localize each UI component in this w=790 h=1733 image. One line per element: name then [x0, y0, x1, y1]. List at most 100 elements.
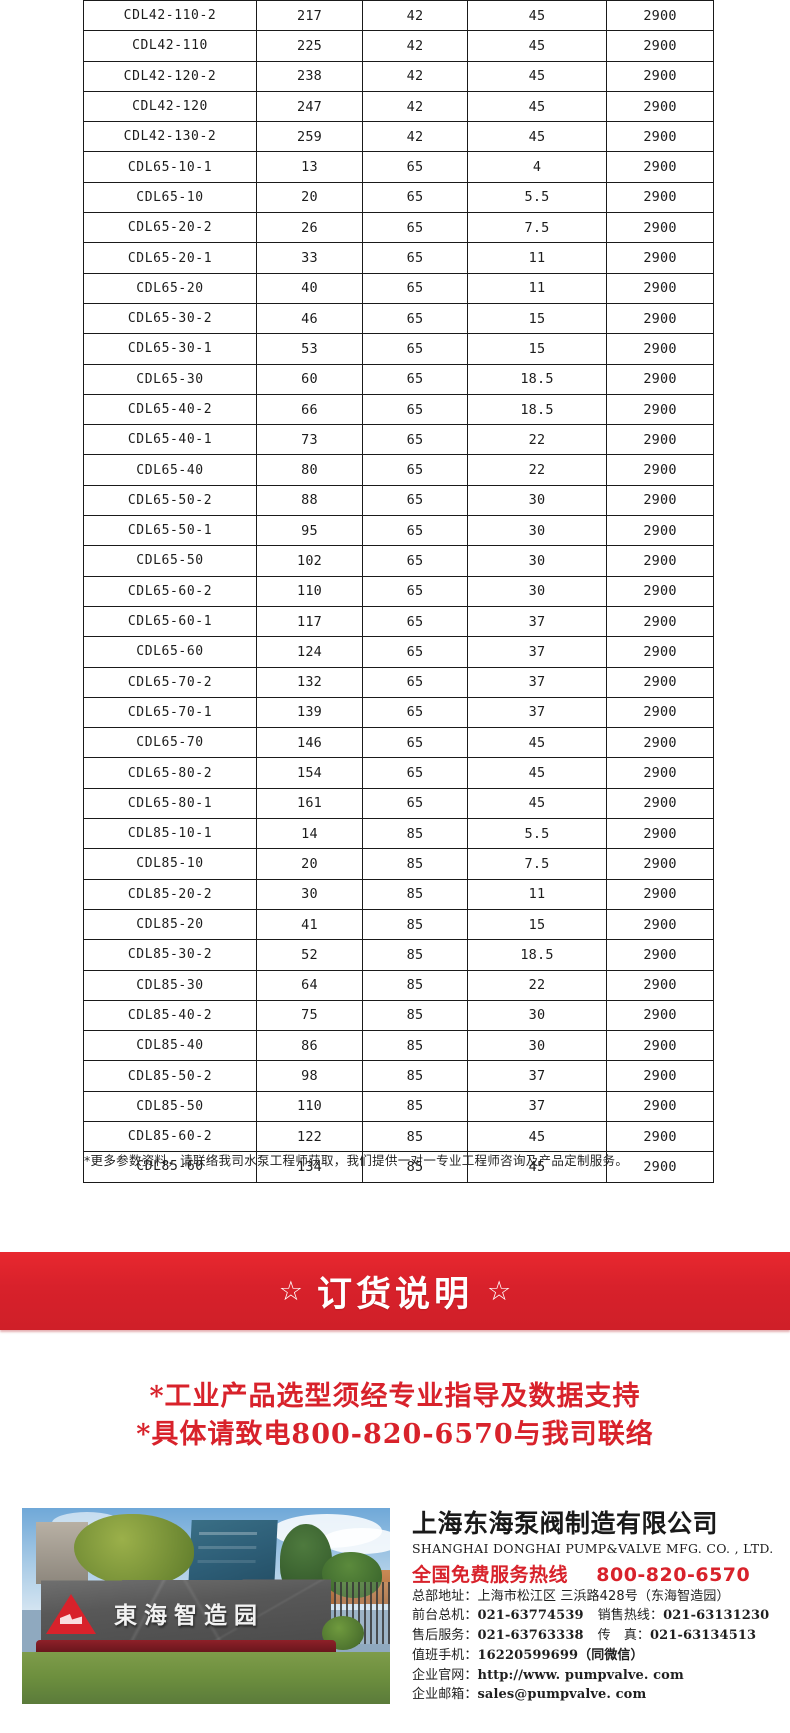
cell-head: 139	[256, 696, 363, 729]
cell-power: 18.5	[467, 363, 607, 395]
cell-power: 18.5	[467, 939, 607, 971]
cell-head: 122	[256, 1120, 363, 1153]
cell-diameter: 42	[362, 30, 468, 62]
cell-speed: 2900	[606, 848, 714, 880]
cell-head: 64	[256, 969, 363, 1001]
cell-head: 98	[256, 1060, 363, 1092]
cell-diameter: 65	[362, 757, 468, 789]
table-row: CDL65-10-1 13 65 4 2900	[83, 151, 714, 183]
cell-model: CDL42-110	[83, 30, 257, 62]
cell-model: CDL85-10	[83, 848, 257, 880]
table-row: CDL65-40-1 73 65 22 2900	[83, 424, 714, 456]
cell-diameter: 85	[362, 1030, 468, 1062]
cell-model: CDL65-50	[83, 545, 257, 577]
cell-power: 11	[467, 272, 607, 304]
cell-model: CDL65-30-2	[83, 302, 257, 335]
cell-power: 37	[467, 1090, 607, 1122]
table-row: CDL65-60-1 117 65 37 2900	[83, 605, 714, 638]
cell-speed: 2900	[606, 545, 714, 577]
cell-speed: 2900	[606, 999, 714, 1032]
cell-speed: 2900	[606, 484, 714, 517]
cell-diameter: 85	[362, 908, 468, 941]
cell-model: CDL65-70-2	[83, 666, 257, 698]
cell-power: 15	[467, 333, 607, 365]
cell-speed: 2900	[606, 636, 714, 668]
cell-power: 22	[467, 424, 607, 456]
cell-diameter: 65	[362, 363, 468, 395]
cell-head: 41	[256, 908, 363, 941]
cell-diameter: 65	[362, 666, 468, 698]
cell-model: CDL65-80-2	[83, 757, 257, 789]
hotline-number: 800-820-6570	[596, 1563, 751, 1586]
cell-speed: 2900	[606, 787, 714, 820]
table-row: CDL85-40 86 85 30 2900	[83, 1030, 714, 1062]
cell-model: CDL65-70-1	[83, 696, 257, 729]
cell-speed: 2900	[606, 1120, 714, 1153]
table-row: CDL85-10 20 85 7.5 2900	[83, 848, 714, 880]
cell-power: 45	[467, 30, 607, 62]
cell-power: 45	[467, 1120, 607, 1153]
cell-speed: 2900	[606, 90, 714, 123]
table-row: CDL65-20-1 33 65 11 2900	[83, 242, 714, 274]
cell-speed: 2900	[606, 515, 714, 547]
cell-model: CDL85-60-2	[83, 1120, 257, 1153]
fax-value: 021-63134513	[650, 1628, 757, 1643]
cell-model: CDL65-20-1	[83, 242, 257, 274]
address-label: 总部地址：	[412, 1588, 478, 1604]
cell-diameter: 65	[362, 787, 468, 820]
switchboard-sales-line: 前台总机：021-63774539 销售热线：021-63131230	[412, 1606, 782, 1626]
cell-power: 45	[467, 60, 607, 92]
cell-speed: 2900	[606, 121, 714, 153]
cell-head: 26	[256, 212, 363, 244]
service-label: 售后服务：	[412, 1628, 478, 1643]
cell-head: 117	[256, 605, 363, 638]
cell-head: 20	[256, 848, 363, 880]
cell-diameter: 42	[362, 60, 468, 92]
company-footer: 東海智造园 上海东海泵阀制造有限公司 SHANGHAI DONGHAI PUMP…	[0, 1500, 790, 1715]
cell-speed: 2900	[606, 30, 714, 62]
email-line: 企业邮箱：sales@pumpvalve. com	[412, 1685, 782, 1705]
cell-model: CDL65-30-1	[83, 333, 257, 365]
cell-model: CDL85-50-2	[83, 1060, 257, 1092]
service-fax-line: 售后服务：021-63763338 传 真：021-63134513	[412, 1626, 782, 1646]
cell-power: 30	[467, 999, 607, 1032]
cell-speed: 2900	[606, 302, 714, 335]
company-name-cn: 上海东海泵阀制造有限公司	[412, 1509, 719, 1538]
cell-head: 52	[256, 939, 363, 971]
cell-head: 40	[256, 272, 363, 304]
star-left-icon: ☆	[278, 1275, 303, 1306]
cell-power: 37	[467, 605, 607, 638]
table-row: CDL65-50-2 88 65 30 2900	[83, 484, 714, 517]
cell-model: CDL85-20-2	[83, 878, 257, 910]
website-value[interactable]: http://www. pumpvalve. com	[477, 1667, 684, 1683]
table-row: CDL65-40 80 65 22 2900	[83, 454, 714, 486]
cell-head: 46	[256, 302, 363, 335]
cell-model: CDL85-40-2	[83, 999, 257, 1032]
cell-model: CDL65-10	[83, 181, 257, 214]
cell-speed: 2900	[606, 333, 714, 365]
cell-speed: 2900	[606, 151, 714, 183]
cell-head: 88	[256, 484, 363, 517]
cell-model: CDL65-80-1	[83, 787, 257, 820]
cell-power: 45	[467, 1151, 607, 1183]
cell-diameter: 85	[362, 1060, 468, 1092]
table-row: CDL85-20 41 85 15 2900	[83, 908, 714, 941]
cell-speed: 2900	[606, 272, 714, 304]
cell-model: CDL65-20	[83, 272, 257, 304]
cell-head: 154	[256, 757, 363, 789]
table-row: CDL42-110 225 42 45 2900	[83, 30, 714, 62]
service-hotline: 全国免费服务热线 800-820-6570	[412, 1560, 782, 1587]
cell-model: CDL85-30	[83, 969, 257, 1001]
table-row: CDL65-60-2 110 65 30 2900	[83, 575, 714, 607]
email-value[interactable]: sales@pumpvalve. com	[477, 1687, 647, 1703]
cell-speed: 2900	[606, 454, 714, 486]
table-row: CDL65-20 40 65 11 2900	[83, 272, 714, 304]
cell-diameter: 85	[362, 939, 468, 971]
cell-diameter: 65	[362, 424, 468, 456]
cell-power: 45	[467, 90, 607, 123]
cell-diameter: 65	[362, 181, 468, 214]
table-row: CDL65-70-1 139 65 37 2900	[83, 696, 714, 729]
cell-speed: 2900	[606, 878, 714, 910]
cell-speed: 2900	[606, 605, 714, 638]
cell-diameter: 42	[362, 0, 468, 32]
